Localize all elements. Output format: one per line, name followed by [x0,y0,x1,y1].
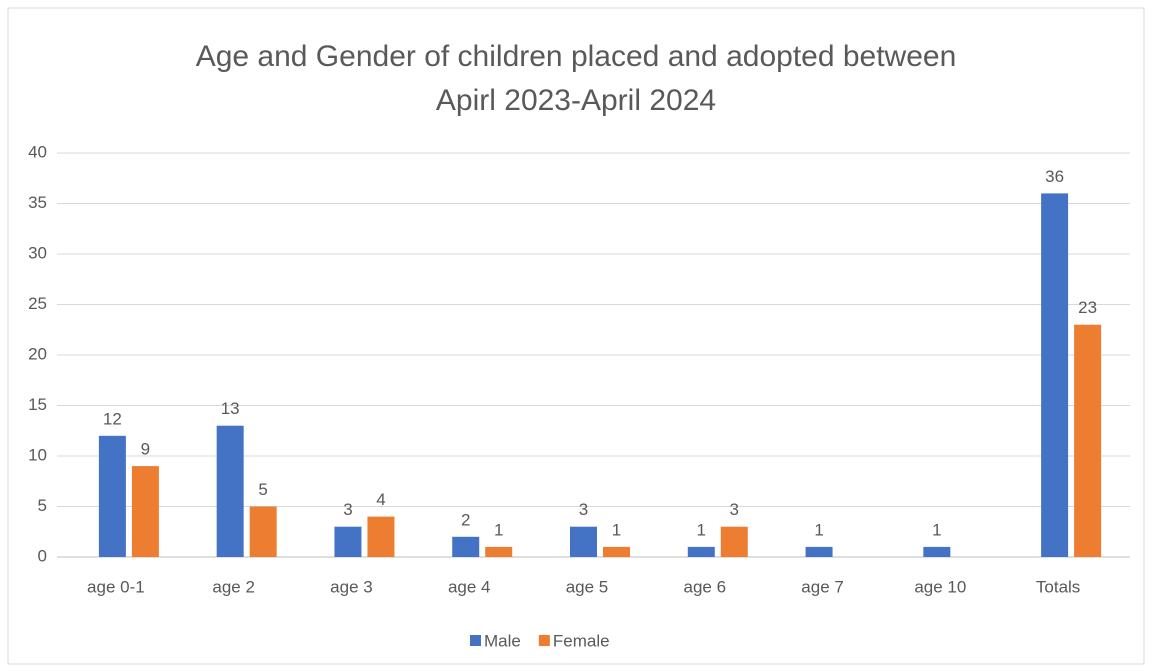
data-label: 4 [376,490,385,509]
data-label: 3 [730,500,739,519]
bar [1041,193,1069,557]
bar [720,526,748,557]
x-tick-label: age 10 [914,577,966,596]
data-label: 3 [579,500,588,519]
data-label: 2 [461,510,470,529]
x-tick-label: Totals [1036,577,1080,596]
bar [334,526,362,557]
y-tick-label: 40 [28,142,47,161]
data-label: 12 [103,409,122,428]
bar [805,546,833,557]
data-label: 1 [697,520,706,539]
legend-swatch [538,635,550,646]
x-tick-label: age 2 [212,577,255,596]
data-label: 1 [494,520,503,539]
x-tick-label: age 7 [801,577,844,596]
bar [570,526,597,557]
data-label: 36 [1045,167,1064,186]
bar [923,546,951,557]
bar [367,516,395,557]
data-label: 1 [814,520,823,539]
y-tick-label: 20 [28,344,47,363]
data-label: 1 [612,520,621,539]
x-tick-label: age 5 [566,577,609,596]
y-tick-label: 10 [28,445,47,464]
bar [485,546,513,557]
bar [216,425,244,557]
y-tick-label: 25 [28,294,47,313]
chart-title: Apirl 2023-April 2024 [436,84,716,117]
bar [603,546,630,557]
legend-label: Female [553,631,610,650]
data-label: 23 [1078,298,1097,317]
y-tick-label: 30 [28,243,47,262]
y-tick-label: 15 [28,395,47,414]
y-tick-label: 5 [38,496,47,515]
y-tick-label: 35 [28,193,47,212]
y-tick-label: 0 [38,546,47,565]
bar [687,546,715,557]
bar [249,506,277,557]
data-label: 3 [343,500,352,519]
data-label: 13 [221,399,240,418]
bar [452,536,480,557]
chart-title: Age and Gender of children placed and ad… [196,40,957,73]
legend-label: Male [484,631,521,650]
data-label: 5 [258,480,267,499]
bar [1074,324,1102,557]
x-tick-label: age 4 [448,577,491,596]
data-label: 9 [141,440,150,459]
data-label: 1 [932,520,941,539]
bar [131,466,159,557]
x-tick-label: age 3 [330,577,373,596]
legend-swatch [470,635,481,646]
x-tick-label: age 6 [684,577,727,596]
x-tick-label: age 0-1 [87,577,145,596]
bar [98,435,126,557]
